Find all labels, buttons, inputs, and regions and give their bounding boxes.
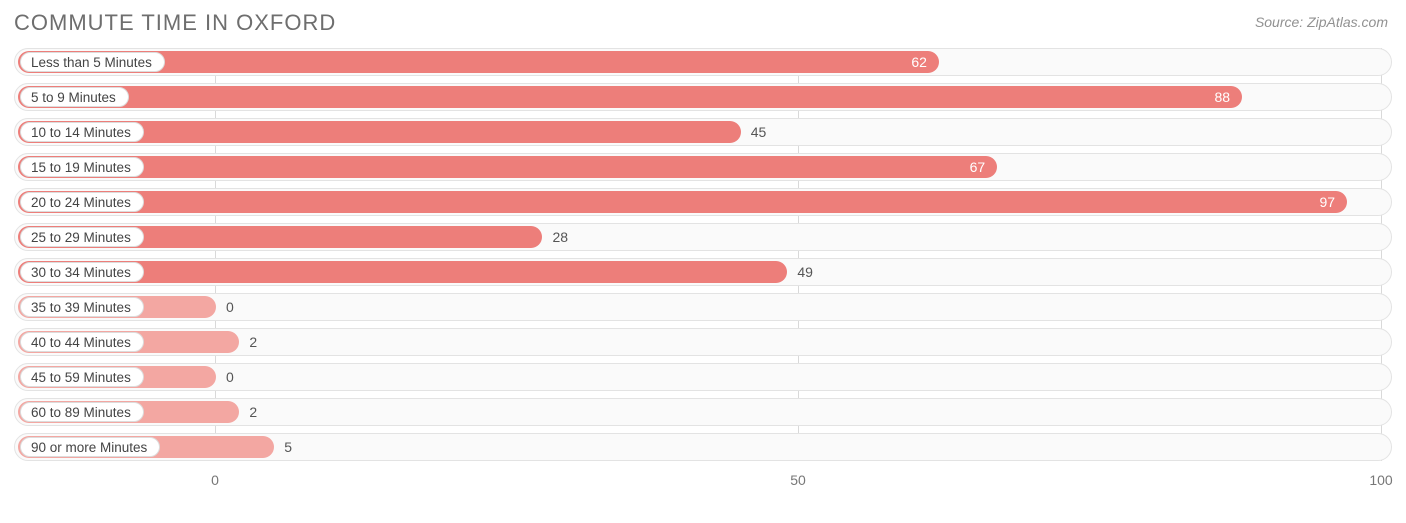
- bar-label: 35 to 39 Minutes: [31, 300, 131, 315]
- x-axis: 0 50 100: [14, 468, 1392, 494]
- bar-label-pill: 20 to 24 Minutes: [20, 192, 144, 212]
- bar-value: 2: [239, 329, 257, 355]
- bar-label-pill: 10 to 14 Minutes: [20, 122, 144, 142]
- bar-label-pill: 60 to 89 Minutes: [20, 402, 144, 422]
- bar-value: 45: [741, 119, 767, 145]
- bar-track: 40 to 44 Minutes 2: [14, 328, 1392, 356]
- bar-value: 88: [1215, 89, 1231, 105]
- bar-value: 0: [216, 364, 234, 390]
- bar-label-pill: Less than 5 Minutes: [20, 52, 165, 72]
- bar-value: 97: [1319, 194, 1335, 210]
- bar-label-pill: 25 to 29 Minutes: [20, 227, 144, 247]
- bar-value: 5: [274, 434, 292, 460]
- bar-label: 25 to 29 Minutes: [31, 230, 131, 245]
- bar-label: 45 to 59 Minutes: [31, 370, 131, 385]
- x-tick-label: 50: [790, 472, 806, 488]
- x-tick-label: 100: [1369, 472, 1392, 488]
- bar-value: 28: [542, 224, 568, 250]
- bar-track: 30 to 34 Minutes 49: [14, 258, 1392, 286]
- bar-label: 5 to 9 Minutes: [31, 90, 116, 105]
- bar-track: 62 Less than 5 Minutes: [14, 48, 1392, 76]
- bar-label-pill: 5 to 9 Minutes: [20, 87, 129, 107]
- bar: 88: [18, 86, 1242, 108]
- bar-track: 88 5 to 9 Minutes: [14, 83, 1392, 111]
- bar-label-pill: 15 to 19 Minutes: [20, 157, 144, 177]
- bar-label-pill: 40 to 44 Minutes: [20, 332, 144, 352]
- commute-time-chart: 62 Less than 5 Minutes 88 5 to 9 Minutes 10 …: [14, 48, 1392, 513]
- bar-value: 67: [970, 159, 986, 175]
- bar-label: 20 to 24 Minutes: [31, 195, 131, 210]
- bar-label-pill: 30 to 34 Minutes: [20, 262, 144, 282]
- bar-value: 2: [239, 399, 257, 425]
- bar: 97: [18, 191, 1347, 213]
- bar-track: 60 to 89 Minutes 2: [14, 398, 1392, 426]
- bar-track: 35 to 39 Minutes 0: [14, 293, 1392, 321]
- bar-label-pill: 90 or more Minutes: [20, 437, 160, 457]
- bar-label: 40 to 44 Minutes: [31, 335, 131, 350]
- bar-rows-container: 62 Less than 5 Minutes 88 5 to 9 Minutes 10 …: [14, 48, 1392, 461]
- bar-label-pill: 45 to 59 Minutes: [20, 367, 144, 387]
- bar-track: 45 to 59 Minutes 0: [14, 363, 1392, 391]
- source-attribution: Source: ZipAtlas.com: [1255, 14, 1388, 30]
- bar-track: 25 to 29 Minutes 28: [14, 223, 1392, 251]
- bar-label: 60 to 89 Minutes: [31, 405, 131, 420]
- bar-label: 30 to 34 Minutes: [31, 265, 131, 280]
- bar-label-pill: 35 to 39 Minutes: [20, 297, 144, 317]
- bar-label: 15 to 19 Minutes: [31, 160, 131, 175]
- bar-value: 49: [787, 259, 813, 285]
- bar: 67: [18, 156, 997, 178]
- bar-track: 10 to 14 Minutes 45: [14, 118, 1392, 146]
- bar-value: 62: [911, 54, 927, 70]
- bar-label: Less than 5 Minutes: [31, 55, 152, 70]
- bar-track: 67 15 to 19 Minutes: [14, 153, 1392, 181]
- bar-track: 97 20 to 24 Minutes: [14, 188, 1392, 216]
- bar-track: 90 or more Minutes 5: [14, 433, 1392, 461]
- bar-label: 90 or more Minutes: [31, 440, 147, 455]
- bar-label: 10 to 14 Minutes: [31, 125, 131, 140]
- chart-title: COMMUTE TIME IN OXFORD: [14, 10, 336, 36]
- bar-value: 0: [216, 294, 234, 320]
- x-tick-label: 0: [211, 472, 219, 488]
